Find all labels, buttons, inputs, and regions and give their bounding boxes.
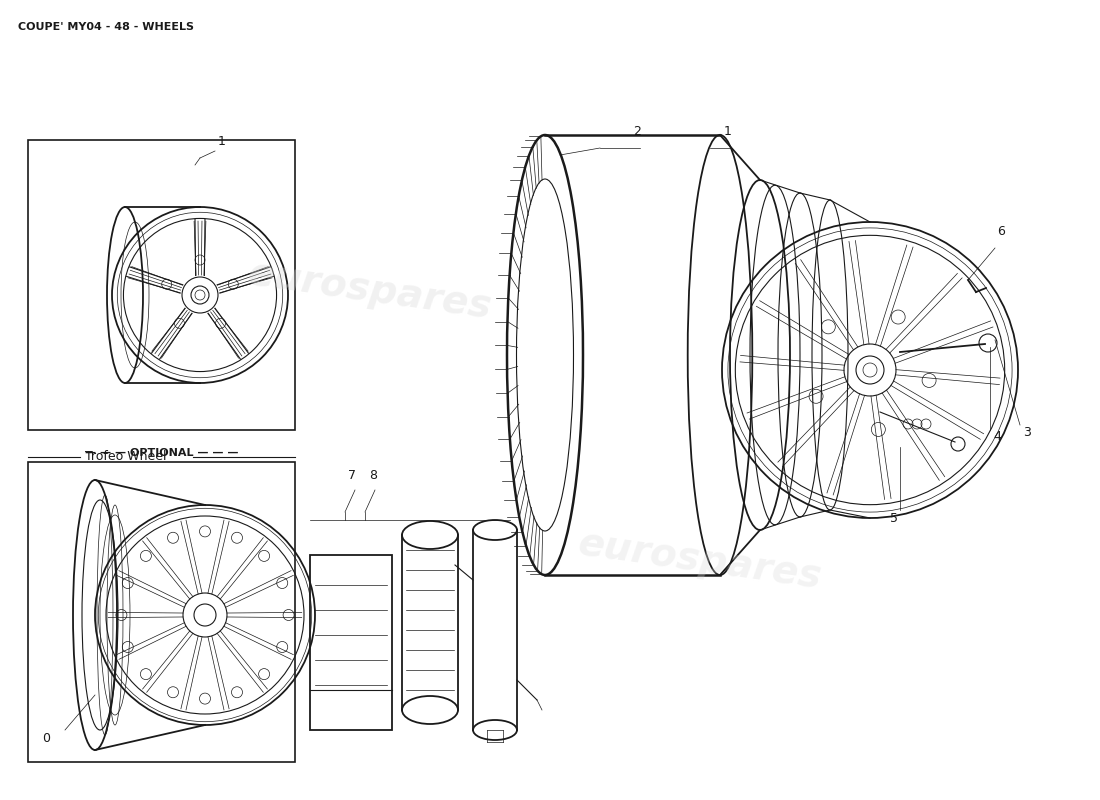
Text: — — — OPTIONAL — — —: — — — OPTIONAL — — — bbox=[85, 448, 239, 458]
Text: 3: 3 bbox=[1023, 426, 1031, 438]
Text: 5: 5 bbox=[890, 511, 898, 525]
Text: eurospares: eurospares bbox=[245, 254, 494, 326]
Text: 4: 4 bbox=[993, 430, 1001, 443]
Text: 7: 7 bbox=[348, 469, 356, 482]
Bar bbox=[28, 462, 295, 762]
Text: 1: 1 bbox=[218, 135, 226, 148]
Text: 2: 2 bbox=[634, 125, 641, 138]
Bar bbox=[310, 555, 392, 730]
Text: Trofeo Wheel: Trofeo Wheel bbox=[85, 450, 166, 463]
Text: COUPE' MY04 - 48 - WHEELS: COUPE' MY04 - 48 - WHEELS bbox=[18, 22, 194, 32]
Text: 0: 0 bbox=[42, 731, 50, 745]
Text: 6: 6 bbox=[997, 225, 1005, 238]
Text: eurospares: eurospares bbox=[575, 524, 824, 596]
Text: 8: 8 bbox=[368, 469, 377, 482]
Text: 1: 1 bbox=[724, 125, 732, 138]
Bar bbox=[28, 140, 295, 430]
